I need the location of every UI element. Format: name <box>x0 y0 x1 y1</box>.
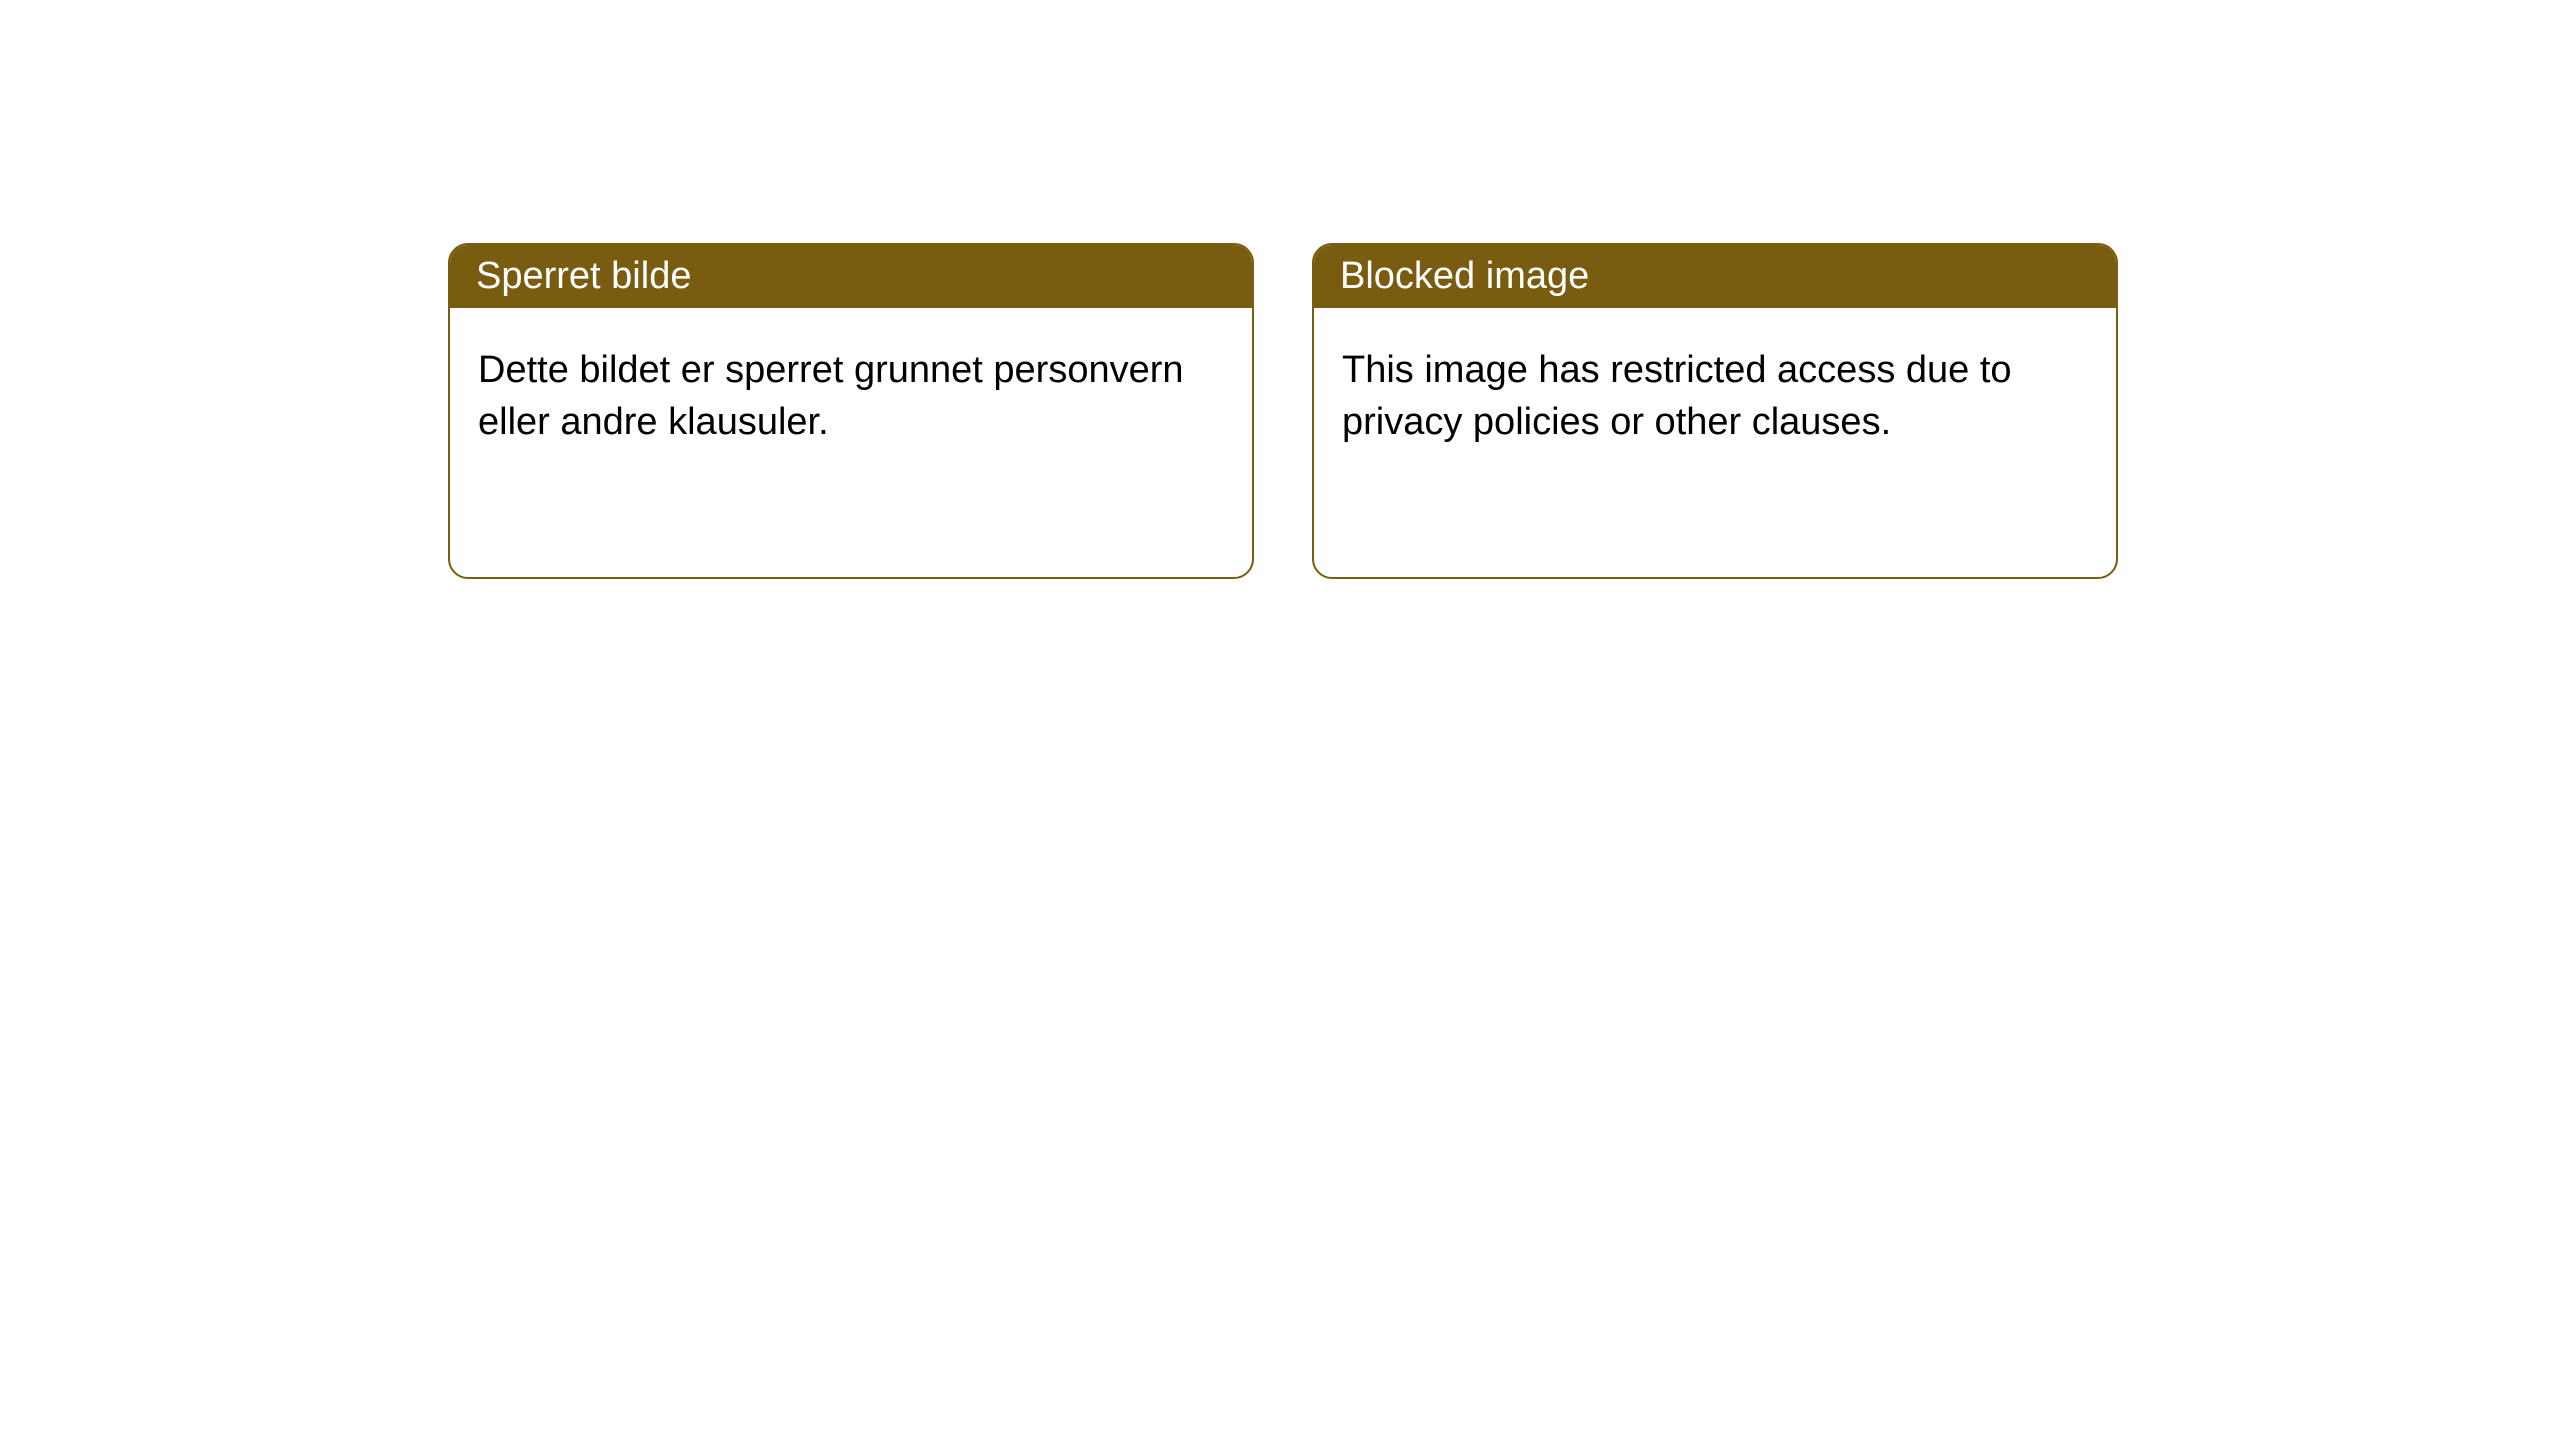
card-header: Sperret bilde <box>450 245 1252 308</box>
card-header-text: Blocked image <box>1340 255 1589 297</box>
card-body-text: Dette bildet er sperret grunnet personve… <box>478 349 1184 443</box>
blocked-image-card-en: Blocked image This image has restricted … <box>1312 243 2118 579</box>
card-body: Dette bildet er sperret grunnet personve… <box>450 308 1252 484</box>
card-body-text: This image has restricted access due to … <box>1342 349 2012 443</box>
blocked-image-card-no: Sperret bilde Dette bildet er sperret gr… <box>448 243 1254 579</box>
card-header: Blocked image <box>1314 245 2116 308</box>
card-body: This image has restricted access due to … <box>1314 308 2116 484</box>
card-header-text: Sperret bilde <box>476 255 691 297</box>
notice-container: Sperret bilde Dette bildet er sperret gr… <box>0 0 2560 579</box>
